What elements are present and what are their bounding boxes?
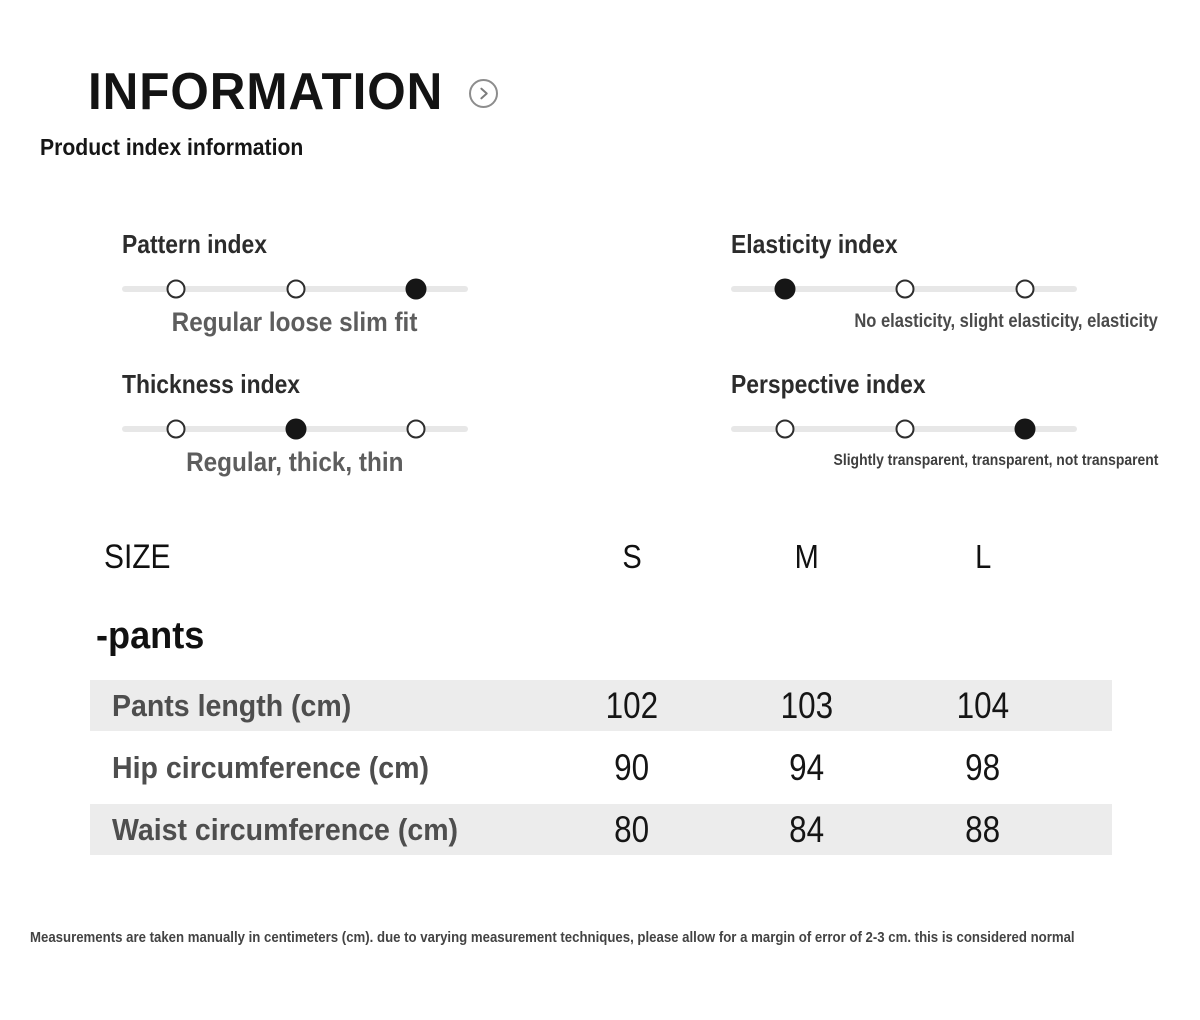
elasticity-index-label: No elasticity, slight elasticity, elasti… [854, 311, 1158, 332]
table-row: Waist circumference (cm) 80 84 88 [90, 804, 1112, 855]
thickness-index-label: Regular, thick, thin [186, 447, 404, 477]
slider-dot [895, 419, 915, 439]
perspective-index-label: Slightly transparent, transparent, not t… [833, 452, 1158, 469]
slider-dot [775, 419, 795, 439]
pattern-index-label: Regular loose slim fit [172, 307, 418, 337]
cell-value: 98 [965, 746, 1001, 788]
cell-value: 84 [789, 808, 825, 850]
slider-dot [166, 279, 186, 299]
cell-value: 80 [614, 808, 650, 850]
cell-value: 104 [956, 684, 1010, 726]
cell-value: 94 [789, 746, 825, 788]
size-column-s: S [622, 538, 642, 575]
chevron-right-glyph [480, 87, 488, 100]
page-title-text: INFORMATION [88, 63, 444, 121]
thickness-index-slider [122, 418, 468, 440]
slider-dot [1015, 279, 1035, 299]
pattern-index-slider [122, 278, 468, 300]
slider-dot [406, 419, 426, 439]
size-column-m: M [794, 538, 820, 575]
slider-dot [285, 418, 307, 440]
pattern-index-title: Pattern index [122, 229, 267, 259]
size-heading: SIZE [104, 538, 171, 576]
slider-dot [774, 278, 796, 300]
slider-dot [1014, 418, 1036, 440]
perspective-index-title: Perspective index [731, 369, 926, 399]
section-subtitle: Product index information [40, 134, 304, 160]
size-column-l: L [974, 538, 992, 575]
slider-dot [166, 419, 186, 439]
perspective-index-slider [731, 418, 1077, 440]
thickness-index-title: Thickness index [122, 369, 301, 399]
elasticity-index-title: Elasticity index [731, 229, 898, 259]
slider-dot [286, 279, 306, 299]
cell-value: 88 [965, 808, 1001, 850]
cell-value: 103 [780, 684, 834, 726]
chevron-right-circle-icon[interactable] [469, 79, 498, 108]
pants-group-label: -pants [96, 615, 205, 657]
row-label: Waist circumference (cm) [112, 811, 459, 847]
table-row: Pants length (cm) 102 103 104 [90, 680, 1112, 731]
size-table: Pants length (cm) 102 103 104 Hip circum… [90, 680, 1112, 866]
cell-value: 90 [614, 746, 650, 788]
slider-dot [405, 278, 427, 300]
measurement-note: Measurements are taken manually in centi… [30, 929, 1075, 946]
row-label: Hip circumference (cm) [112, 749, 429, 785]
elasticity-index-slider [731, 278, 1077, 300]
row-label: Pants length (cm) [112, 687, 352, 723]
cell-value: 102 [605, 684, 659, 726]
table-row: Hip circumference (cm) 90 94 98 [90, 742, 1112, 793]
page-title: INFORMATION [88, 66, 462, 118]
slider-dot [895, 279, 915, 299]
